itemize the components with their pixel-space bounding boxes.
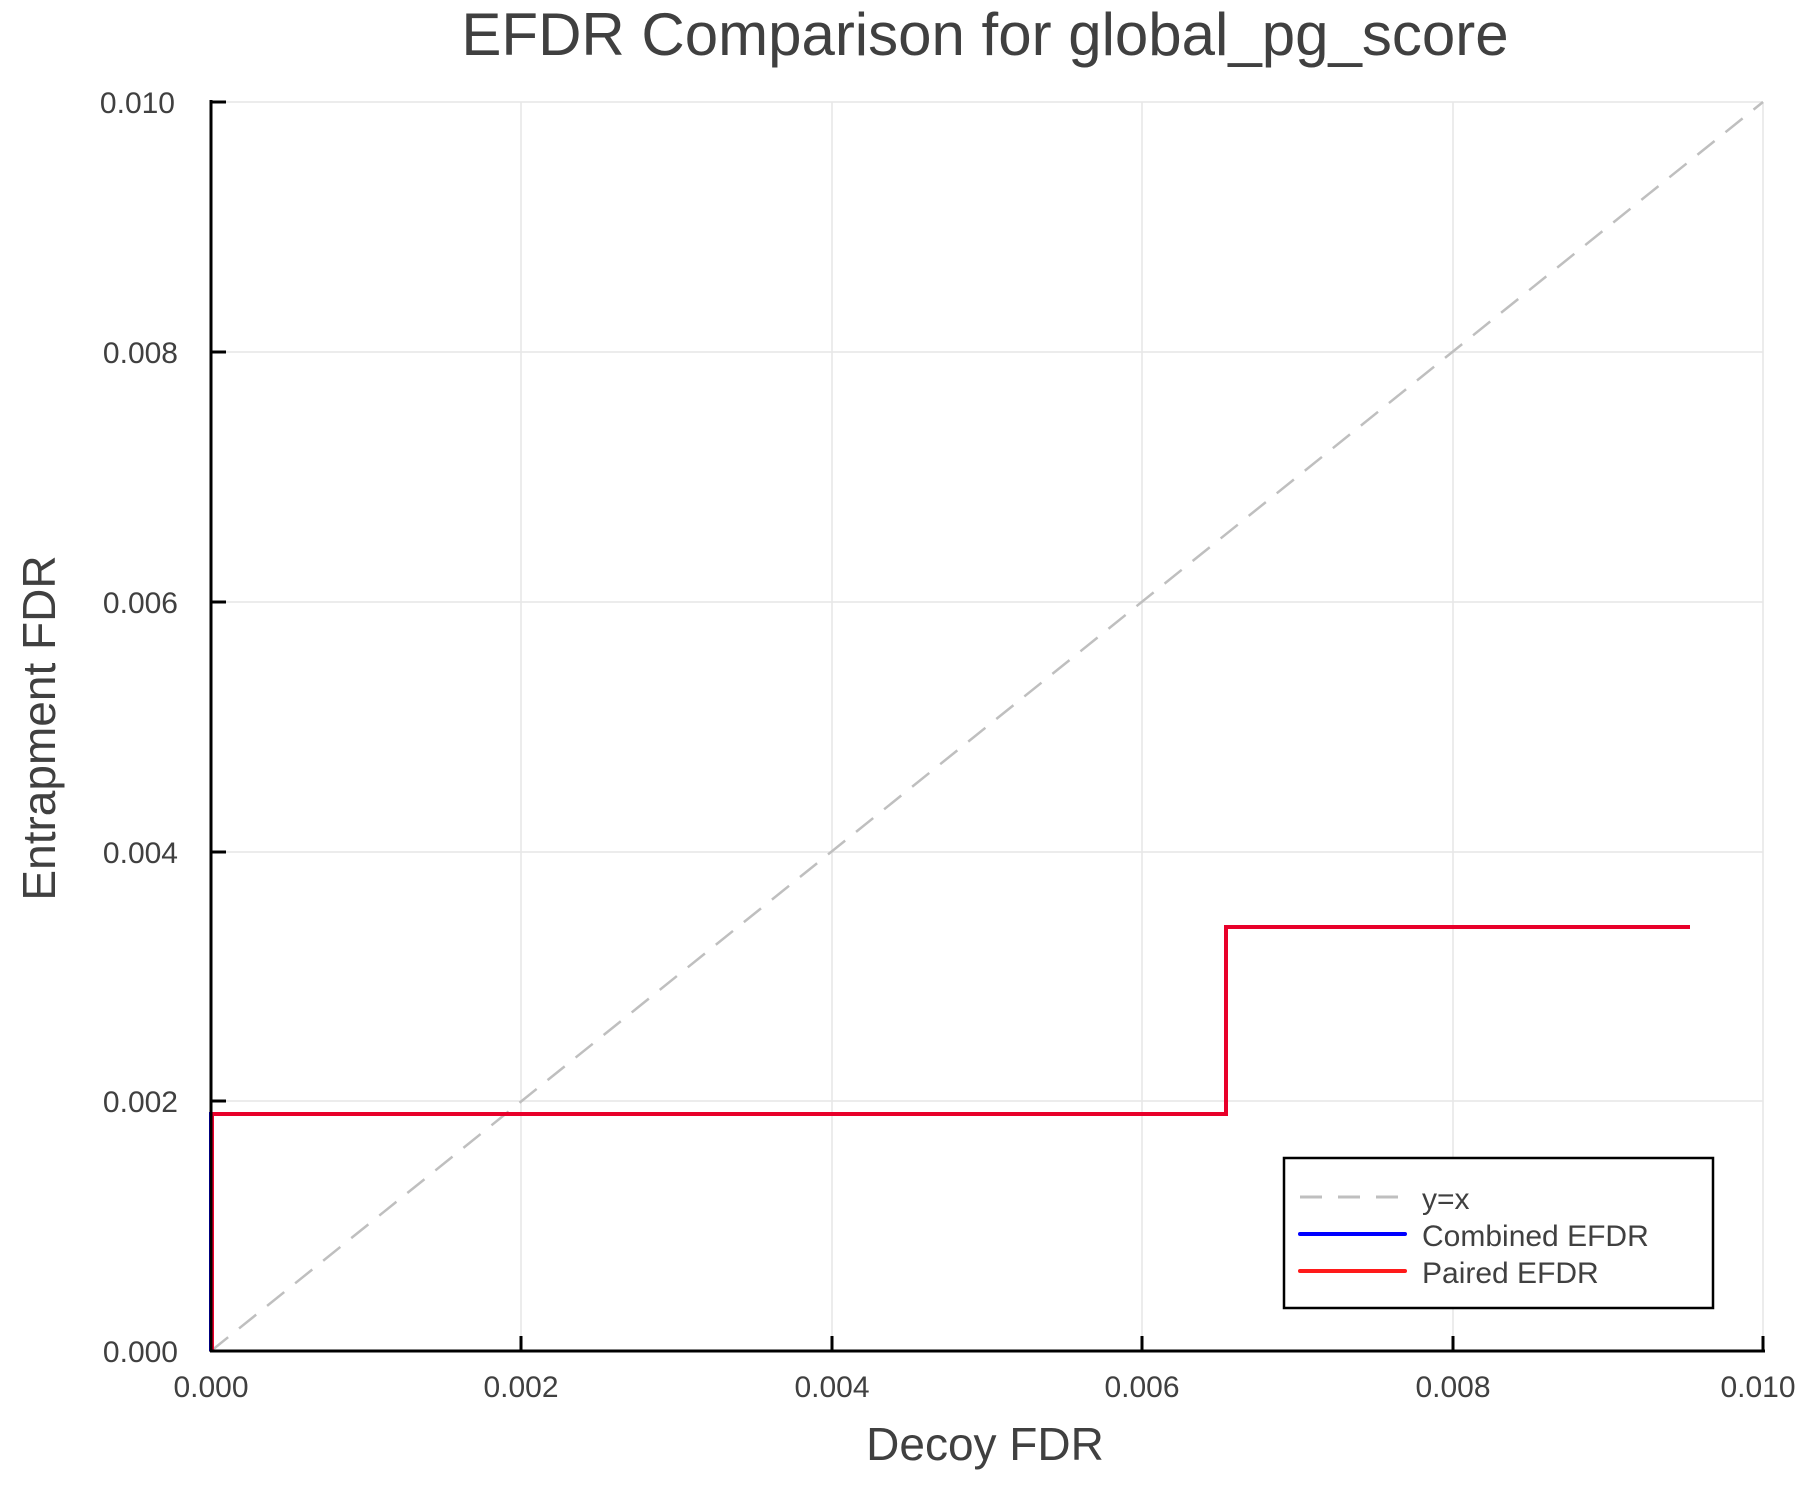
- x-tick-label: 0.000: [173, 1371, 248, 1404]
- y-tick-label: 0.002: [103, 1086, 178, 1119]
- x-tick-label: 0.006: [1104, 1371, 1179, 1404]
- y-axis-label: Entrapment FDR: [13, 555, 65, 900]
- legend-label: y=x: [1422, 1183, 1470, 1216]
- y-tick-labels: 0.010 0.008 0.006 0.004 0.002 0.000: [100, 87, 178, 1369]
- x-tick-labels: 0.000 0.002 0.004 0.006 0.008 0.010: [173, 1371, 1795, 1404]
- x-axis-label: Decoy FDR: [866, 1418, 1104, 1470]
- x-tick-label: 0.010: [1720, 1371, 1795, 1404]
- axes: [209, 100, 1765, 1353]
- chart-title: EFDR Comparison for global_pg_score: [461, 1, 1508, 68]
- y-tick-label: 0.006: [103, 587, 178, 620]
- legend-label: Paired EFDR: [1422, 1257, 1599, 1290]
- gridlines: [211, 101, 1764, 1351]
- legend-label: Combined EFDR: [1422, 1220, 1649, 1253]
- series-y-equals-x: [210, 101, 1764, 1352]
- y-tick-label: 0.010: [100, 87, 175, 120]
- y-tick-label: 0.004: [103, 837, 178, 870]
- x-tick-label: 0.008: [1415, 1371, 1490, 1404]
- y-tick-label: 0.000: [103, 1336, 178, 1369]
- y-tick-label: 0.008: [103, 337, 178, 370]
- legend: y=x Combined EFDR Paired EFDR: [1282, 1156, 1715, 1310]
- x-tick-label: 0.004: [794, 1371, 869, 1404]
- x-tick-label: 0.002: [483, 1371, 558, 1404]
